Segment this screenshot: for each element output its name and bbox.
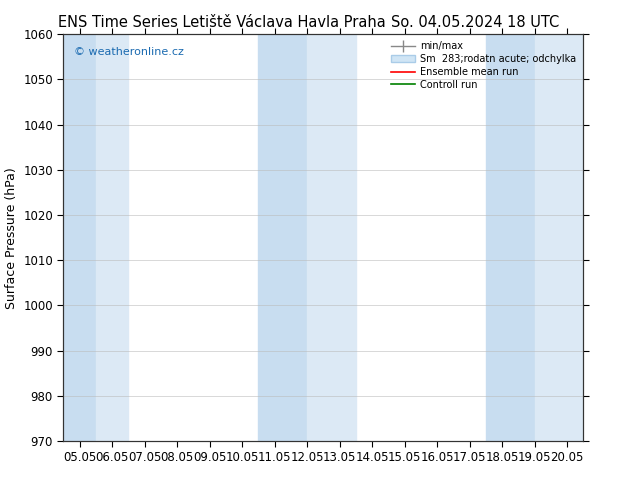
Bar	[534, 34, 583, 441]
Text: So. 04.05.2024 18 UTC: So. 04.05.2024 18 UTC	[391, 15, 560, 30]
Bar	[307, 34, 356, 441]
Bar	[486, 34, 534, 441]
Text: © weatheronline.cz: © weatheronline.cz	[74, 47, 184, 56]
Bar	[96, 34, 128, 441]
Bar	[63, 34, 96, 441]
Y-axis label: Surface Pressure (hPa): Surface Pressure (hPa)	[4, 167, 18, 309]
Legend: min/max, Sm  283;rodatn acute; odchylka, Ensemble mean run, Controll run: min/max, Sm 283;rodatn acute; odchylka, …	[389, 39, 578, 92]
Text: ENS Time Series Letiště Václava Havla Praha: ENS Time Series Letiště Václava Havla Pr…	[58, 15, 385, 30]
Bar	[259, 34, 307, 441]
